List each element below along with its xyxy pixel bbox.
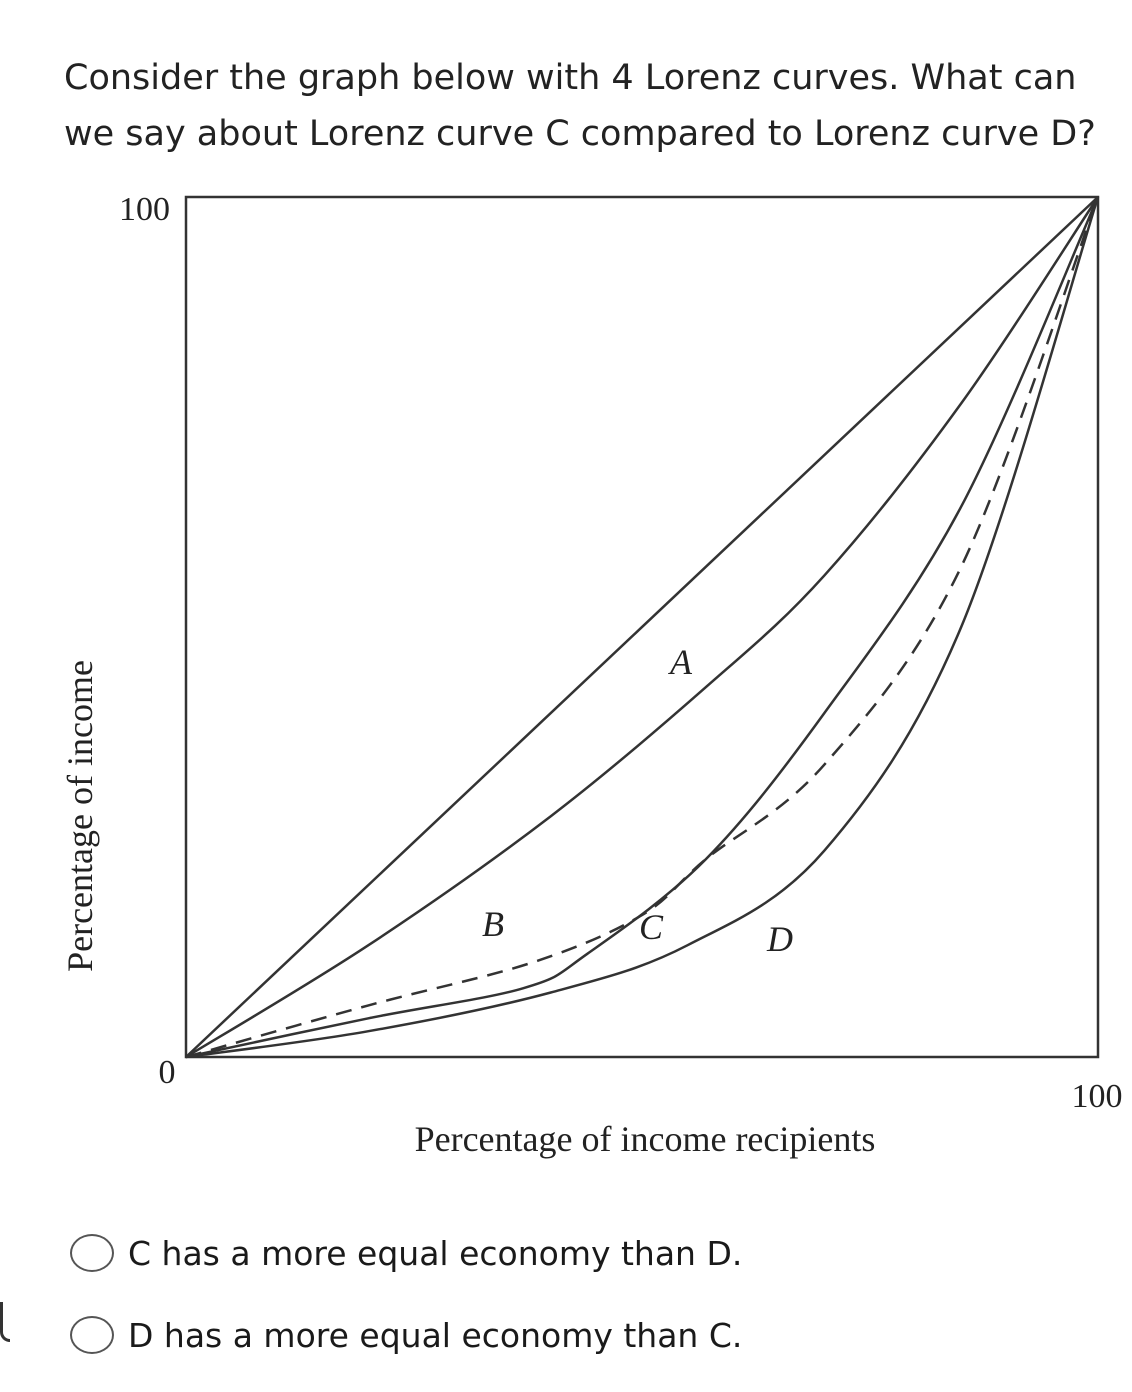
chart-frame	[184, 195, 1100, 1059]
curve-label-b: B	[482, 904, 504, 944]
curve-label-a: A	[668, 642, 693, 682]
radio-button[interactable]	[70, 1316, 114, 1354]
lorenz-chart-svg: 100 0 100 Percentage of income recipient…	[60, 191, 1123, 1159]
lorenz-curve-d	[185, 196, 1100, 1059]
equality-line	[185, 196, 1099, 1058]
x-axis-label: Percentage of income recipients	[415, 1119, 876, 1159]
y-axis-label: Percentage of income	[60, 660, 100, 972]
y-tick-0: 0	[159, 1054, 176, 1091]
window-corner	[0, 1302, 10, 1342]
answer-options: C has a more equal economy than D. D has…	[70, 1228, 742, 1392]
curve-label-d: D	[766, 919, 793, 959]
radio-button[interactable]	[70, 1234, 114, 1272]
curve-label-c: C	[639, 907, 664, 947]
curves-group	[185, 196, 1100, 1059]
x-tick-100: 100	[1072, 1078, 1123, 1115]
y-tick-100: 100	[119, 191, 170, 228]
lorenz-chart: 100 0 100 Percentage of income recipient…	[0, 180, 1132, 1190]
question-text: Consider the graph below with 4 Lorenz c…	[64, 58, 1096, 154]
option-label: C has a more equal economy than D.	[128, 1233, 743, 1273]
option-label: D has a more equal economy than C.	[128, 1315, 743, 1355]
lorenz-curve-a	[185, 196, 1100, 1059]
option-d-more-equal[interactable]: D has a more equal economy than C.	[70, 1310, 742, 1360]
lorenz-curve-b	[185, 196, 1100, 1059]
lorenz-curve-c	[185, 196, 1100, 1059]
option-c-more-equal[interactable]: C has a more equal economy than D.	[70, 1228, 742, 1278]
